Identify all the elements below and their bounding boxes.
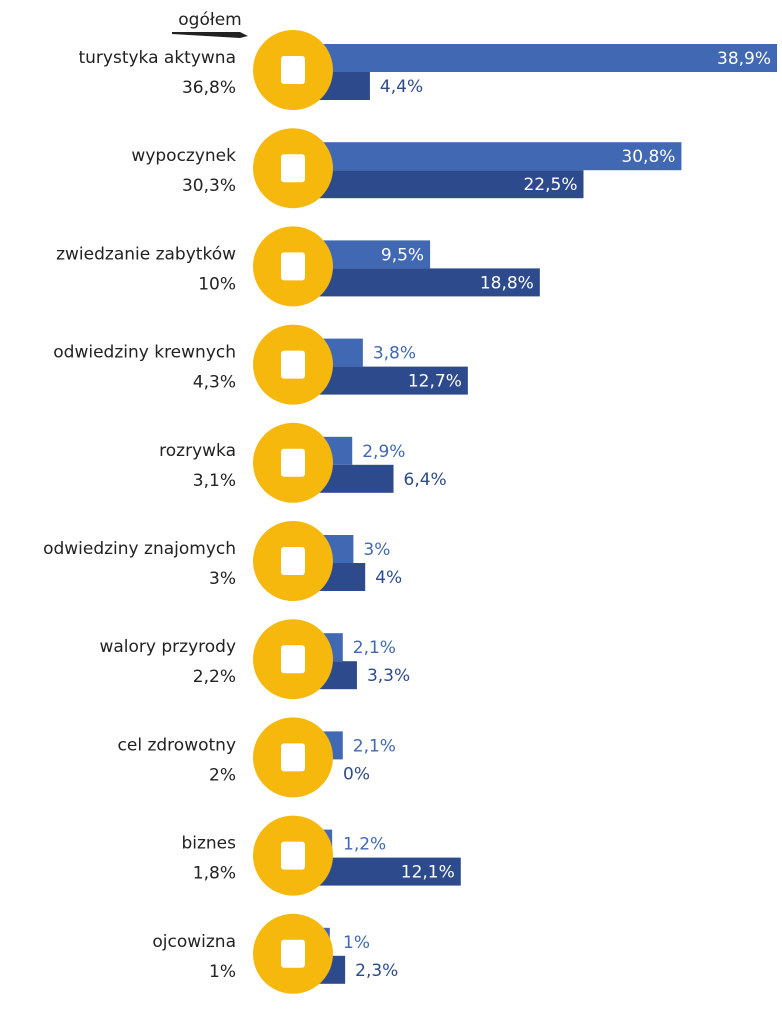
- icon-glyph: [281, 448, 305, 477]
- overall-label: 3,1%: [193, 471, 236, 491]
- category-label: cel zdrowotny: [118, 735, 236, 755]
- category-label: wypoczynek: [131, 146, 236, 166]
- overall-label: 1%: [209, 962, 236, 982]
- category-label: turystyka aktywna: [78, 48, 236, 68]
- value-label: 12,7%: [408, 372, 462, 392]
- bar: [318, 366, 468, 395]
- overall-label: 4,3%: [193, 373, 236, 393]
- value-label: 6,4%: [404, 470, 447, 490]
- value-label: 12,1%: [401, 863, 455, 883]
- value-label: 3,3%: [367, 666, 410, 686]
- category-label: odwiedziny znajomych: [43, 539, 236, 559]
- icon-glyph: [281, 252, 305, 281]
- overall-label: 10%: [198, 274, 236, 294]
- overall-label: 1,8%: [193, 864, 236, 884]
- bar: [318, 44, 778, 72]
- icon-glyph: [281, 841, 305, 870]
- value-label: 2,3%: [355, 961, 398, 981]
- icon-glyph: [281, 547, 305, 575]
- bar: [318, 170, 584, 199]
- bar: [318, 142, 682, 171]
- value-label: 3%: [363, 540, 390, 560]
- value-label: 3,8%: [373, 344, 416, 364]
- value-label: 22,5%: [523, 175, 577, 195]
- category-label: rozrywka: [159, 441, 236, 461]
- bar: [318, 268, 540, 297]
- category-label: biznes: [181, 834, 236, 854]
- icon-glyph: [281, 56, 305, 84]
- icon-glyph: [281, 154, 305, 183]
- overall-arrow: [172, 32, 248, 38]
- value-label: 2,1%: [353, 736, 396, 756]
- icon-glyph: [281, 743, 305, 772]
- value-label: 0%: [343, 764, 370, 784]
- overall-label: 2,2%: [193, 667, 236, 687]
- category-label: odwiedziny krewnych: [53, 343, 236, 363]
- value-label: 30,8%: [621, 147, 675, 167]
- value-label: 4,4%: [380, 77, 423, 97]
- value-label: 38,9%: [717, 49, 771, 69]
- overall-label: 2%: [209, 765, 236, 785]
- icon-glyph: [281, 645, 305, 674]
- bar: [318, 857, 461, 886]
- overall-label: 36,8%: [182, 78, 236, 98]
- value-label: 1%: [343, 933, 370, 953]
- value-label: 2,1%: [353, 638, 396, 658]
- icon-glyph: [281, 939, 305, 968]
- category-label: walory przyrody: [99, 637, 236, 657]
- overall-header: ogółem: [178, 10, 241, 30]
- overall-label: 3%: [209, 569, 236, 589]
- bar: [318, 240, 431, 269]
- value-label: 2,9%: [362, 442, 405, 462]
- icon-glyph: [281, 350, 305, 379]
- value-label: 1,2%: [343, 835, 386, 855]
- category-label: zwiedzanie zabytków: [56, 244, 236, 264]
- category-label: ojcowizna: [152, 932, 236, 952]
- overall-label: 30,3%: [182, 176, 236, 196]
- value-label: 18,8%: [480, 273, 534, 293]
- value-label: 9,5%: [381, 245, 424, 265]
- value-label: 4%: [375, 568, 402, 588]
